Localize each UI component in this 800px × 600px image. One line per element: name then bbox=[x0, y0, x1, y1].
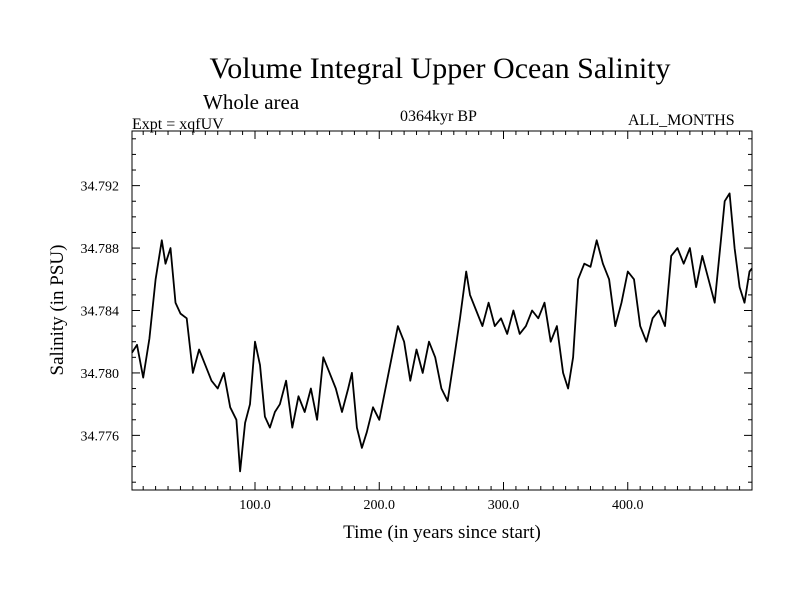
months-label: ALL_MONTHS bbox=[628, 112, 735, 129]
x-axis-label: Time (in years since start) bbox=[343, 522, 541, 543]
x-axis: 100.0 200.0 300.0 400.0 bbox=[142, 131, 753, 513]
y-tick-label: 34.788 bbox=[81, 242, 120, 257]
period-label: 0364kyr BP bbox=[400, 108, 477, 125]
y-tick-label: 34.792 bbox=[81, 180, 120, 195]
y-tick-label: 34.776 bbox=[81, 429, 120, 444]
x-tick-label: 100.0 bbox=[239, 498, 271, 513]
y-tick-label: 34.780 bbox=[81, 367, 120, 382]
chart-title: Volume Integral Upper Ocean Salinity bbox=[209, 52, 671, 85]
y-axis-label: Salinity (in PSU) bbox=[47, 245, 68, 376]
y-tick-label: 34.784 bbox=[81, 305, 120, 320]
x-tick-label: 200.0 bbox=[364, 498, 396, 513]
x-tick-label: 400.0 bbox=[612, 498, 644, 513]
chart-subtitle: Whole area bbox=[203, 90, 300, 114]
x-tick-label: 300.0 bbox=[488, 498, 520, 513]
y-axis: 34.776 34.780 34.784 34.788 34.792 bbox=[81, 138, 752, 483]
salinity-series-line bbox=[131, 192, 753, 473]
experiment-label: Expt = xqfUV bbox=[132, 116, 224, 133]
